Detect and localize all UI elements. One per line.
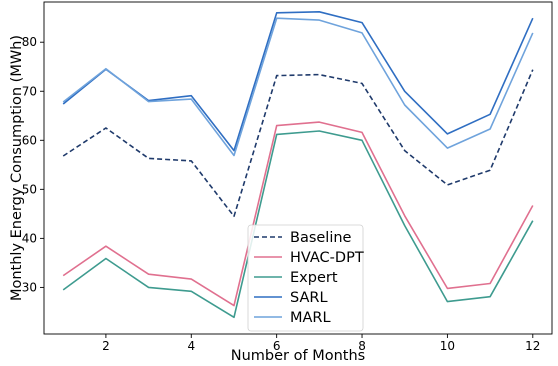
y-tick-label: 40 [22, 231, 37, 245]
legend-label-baseline: Baseline [290, 230, 352, 246]
series-line-expert [62, 130, 534, 319]
y-tick-label: 60 [22, 133, 37, 147]
x-tick-label: 8 [358, 339, 366, 353]
plot-lines [62, 11, 534, 319]
x-tick-label: 4 [187, 339, 195, 353]
legend-items: Baseline HVAC-DPT Expert SARL MARL [254, 230, 364, 326]
series-line-hvac-dpt [62, 121, 534, 307]
y-tick-label: 30 [22, 280, 37, 294]
x-tick-label: 10 [440, 339, 455, 353]
y-tick-label: 70 [22, 84, 37, 98]
plot-frame [43, 1, 553, 335]
series-line-baseline [62, 69, 534, 218]
legend-box [247, 224, 364, 332]
legend-label-hvac-dpt: HVAC-DPT [290, 250, 364, 266]
legend: Baseline HVAC-DPT Expert SARL MARL [247, 224, 364, 332]
x-axis-label: Number of Months [231, 348, 365, 364]
legend-label-sarl: SARL [290, 290, 328, 306]
legend-label-expert: Expert [290, 270, 338, 286]
x-axis-ticks: 2 4 6 8 10 12 [102, 334, 540, 353]
x-tick-label: 2 [102, 339, 110, 353]
x-tick-label: 12 [525, 339, 540, 353]
legend-label-marl: MARL [290, 310, 331, 326]
y-tick-label: 50 [22, 182, 37, 196]
series-line-marl [62, 17, 534, 157]
x-tick-label: 6 [273, 339, 281, 353]
y-tick-label: 80 [22, 35, 37, 49]
y-axis-ticks: 30 40 50 60 70 80 [22, 35, 44, 294]
y-axis-label: Monthly Energy Consumption (MWh) [9, 35, 25, 301]
series-line-sarl [62, 11, 534, 152]
